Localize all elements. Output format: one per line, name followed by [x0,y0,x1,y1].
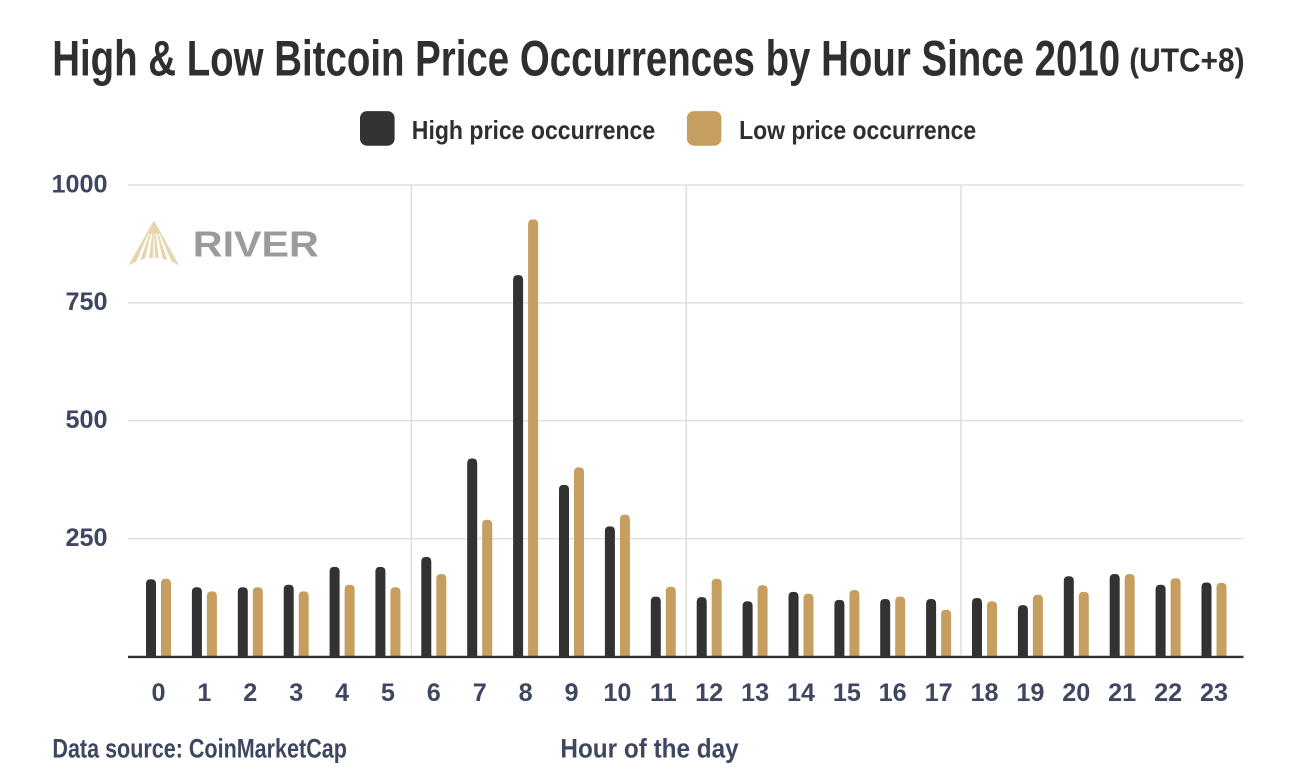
svg-text:Data source: CoinMarketCap: Data source: CoinMarketCap [52,733,347,763]
svg-text:18: 18 [970,679,998,707]
svg-text:12: 12 [695,679,723,707]
svg-text:23: 23 [1200,679,1228,707]
svg-text:Low price occurrence: Low price occurrence [739,115,976,145]
svg-text:13: 13 [741,679,769,707]
svg-text:14: 14 [787,679,815,707]
svg-text:21: 21 [1108,679,1136,707]
svg-text:9: 9 [564,679,578,707]
svg-text:2: 2 [243,679,257,707]
svg-text:Hour of the day: Hour of the day [560,734,738,764]
svg-text:6: 6 [427,679,441,707]
svg-text:High price occurrence: High price occurrence [412,115,655,145]
svg-text:1000: 1000 [51,170,107,198]
svg-text:(UTC+8): (UTC+8) [1129,42,1244,79]
svg-text:7: 7 [473,679,487,707]
svg-text:RIVER: RIVER [193,224,319,265]
svg-text:5: 5 [381,679,395,707]
svg-text:4: 4 [335,679,349,707]
svg-text:17: 17 [925,679,953,707]
svg-text:500: 500 [65,406,107,434]
svg-text:19: 19 [1016,679,1044,707]
svg-text:11: 11 [650,679,677,707]
svg-text:1: 1 [197,679,211,707]
svg-text:0: 0 [151,679,165,707]
svg-text:3: 3 [289,679,303,707]
svg-text:10: 10 [603,679,631,707]
svg-text:High & Low Bitcoin Price Occur: High & Low Bitcoin Price Occurrences by … [52,30,1120,86]
svg-text:250: 250 [65,524,107,552]
svg-text:8: 8 [519,679,533,707]
svg-text:750: 750 [65,288,107,316]
svg-text:22: 22 [1154,679,1182,707]
svg-text:15: 15 [833,679,861,707]
svg-text:16: 16 [879,679,907,707]
svg-text:20: 20 [1062,679,1090,707]
